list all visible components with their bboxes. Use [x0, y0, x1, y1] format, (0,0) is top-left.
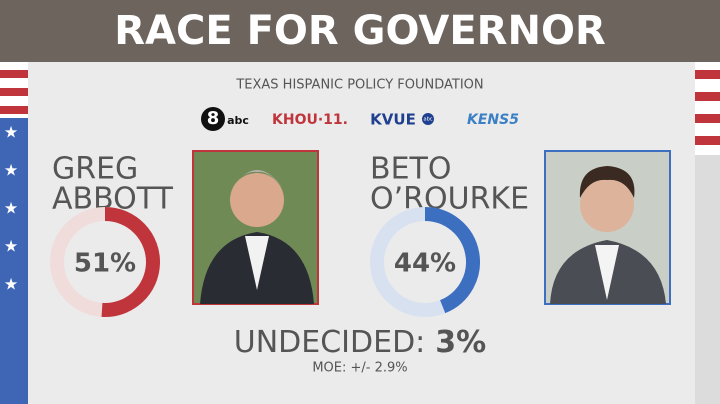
left-flag: ★ ★ ★ ★ ★: [0, 60, 28, 404]
moe: MOE: +/- 2.9%: [312, 361, 407, 376]
donut-arc: [101, 207, 160, 317]
logo: KHOU·11.: [272, 112, 348, 128]
svg-text:★: ★: [4, 237, 18, 256]
right-flag: [695, 60, 720, 404]
title: RACE FOR GOVERNOR: [114, 8, 606, 54]
value-label: 44%: [394, 249, 456, 279]
logo: KVUE: [370, 111, 416, 129]
logo: abc: [227, 114, 249, 127]
source: TEXAS HISPANIC POLICY FOUNDATION: [235, 78, 483, 93]
undecided-label: UNDECIDED:: [234, 325, 426, 360]
undecided: UNDECIDED: 3%: [234, 325, 486, 360]
logo: KENS5: [467, 112, 519, 128]
logo: 8: [207, 108, 220, 129]
photo-orourke: [544, 150, 671, 305]
undecided-value: 3%: [435, 325, 486, 360]
photo-abbott: [192, 150, 319, 305]
candidate-name: GREG: [52, 152, 138, 187]
candidate-name: O’ROURKE: [370, 182, 529, 217]
logo: abc: [424, 117, 433, 123]
svg-text:★: ★: [4, 199, 18, 218]
svg-text:★: ★: [4, 161, 18, 180]
logos: 8 abc KHOU·11. KVUE abc KENS5: [201, 107, 519, 131]
value-label: 51%: [74, 249, 136, 279]
donut-arc: [424, 207, 480, 314]
title-bar: [0, 0, 720, 62]
candidate-name: BETO: [370, 152, 451, 187]
svg-text:★: ★: [4, 275, 18, 294]
svg-text:★: ★: [4, 123, 18, 142]
